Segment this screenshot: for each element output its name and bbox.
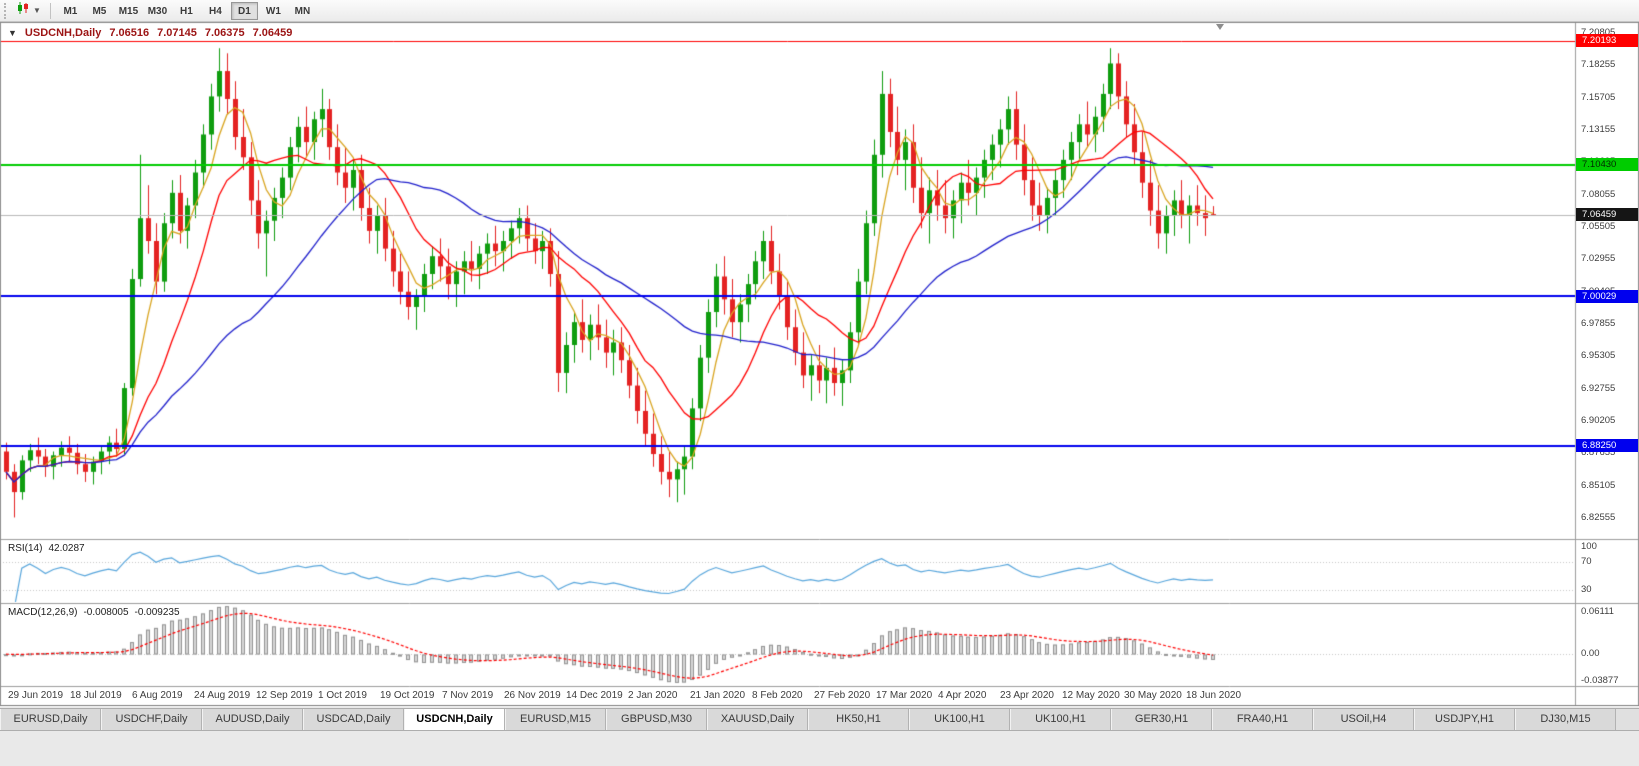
macd-scale-label-top: 0.06111: [1581, 606, 1614, 617]
price-scale-tick: 6.87655: [1581, 447, 1616, 459]
chart-shift-marker[interactable]: [1216, 24, 1224, 30]
price-scale-tick: 6.85105: [1581, 479, 1616, 491]
time-scale-label: 29 Jun 2019: [8, 690, 64, 701]
chart-tab-AUDUSD-Daily[interactable]: AUDUSD,Daily: [202, 709, 303, 730]
chart-window: ▼ USDCNH,Daily 7.06516 7.07145 7.06375 7…: [0, 22, 1639, 706]
time-scale-label: 8 Feb 2020: [752, 690, 803, 701]
chart-tab-USOil-H4[interactable]: USOil,H4: [1313, 709, 1414, 730]
timeframe-button-D1[interactable]: D1: [230, 1, 258, 20]
price-scale-tick: 6.90205: [1581, 415, 1616, 426]
ohlc-close: 7.06459: [252, 27, 293, 39]
time-scale-label: 1 Oct 2019: [318, 690, 367, 701]
time-scale-label: 27 Feb 2020: [814, 690, 871, 701]
time-scale-label: 14 Dec 2019: [566, 690, 623, 701]
timeframe-buttons: M1 M5 M15 M30 H1 H4 D1 W1 MN: [56, 1, 317, 20]
time-scale-label: 26 Nov 2019: [504, 690, 561, 701]
hline-price-tag-7.00029: 7.00029: [1576, 290, 1638, 303]
time-scale-label: 4 Apr 2020: [938, 690, 987, 701]
macd-scale-label-bottom: -0.03877: [1581, 675, 1619, 686]
rsi-name: RSI(14): [8, 543, 43, 554]
time-scale-label: 17 Mar 2020: [876, 690, 933, 701]
price-scale-tick: 6.95305: [1581, 350, 1616, 362]
chart-tab-GBPUSD-M30[interactable]: GBPUSD,M30: [606, 709, 707, 730]
price-scale-tick: 7.20805: [1581, 26, 1616, 38]
ohlc-low: 7.06375: [204, 27, 245, 39]
chart-tab-UK100-H1[interactable]: UK100,H1: [909, 709, 1010, 730]
hline-price-tag-7.10430: 7.10430: [1576, 158, 1638, 171]
rsi-value: 42.0287: [48, 543, 85, 554]
time-scale-label: 18 Jun 2020: [1186, 690, 1242, 701]
time-scale-label: 7 Nov 2019: [442, 690, 494, 701]
bid-price-tag: 7.06459: [1576, 208, 1638, 221]
hline-price-tag-7.20193: 7.20193: [1576, 34, 1638, 47]
chart-tab-GER30-H1[interactable]: GER30,H1: [1111, 709, 1212, 730]
price-scale-tick: 7.18255: [1581, 59, 1616, 71]
chart-tab-USDCHF-Daily[interactable]: USDCHF,Daily: [101, 709, 202, 730]
time-scale-label: 12 May 2020: [1062, 690, 1120, 701]
time-scale-label: 19 Oct 2019: [380, 690, 435, 701]
chart-symbol-period: USDCNH,Daily: [24, 27, 102, 39]
time-scale-label: 2 Jan 2020: [628, 690, 678, 701]
price-scale-tick: 7.15705: [1581, 91, 1616, 103]
timeframe-button-M5[interactable]: M5: [92, 5, 107, 17]
time-scale-label: 18 Jul 2019: [70, 690, 122, 701]
rsi-label: RSI(14) 42.0287: [8, 543, 85, 554]
price-scale[interactable]: 7.208057.182557.157057.131557.106057.080…: [1575, 22, 1639, 706]
time-scale-label: 21 Jan 2020: [690, 690, 746, 701]
candlestick-chart-icon: [16, 1, 31, 20]
macd-scale-label-zero: 0.00: [1581, 648, 1600, 660]
chart-type-button[interactable]: ▼: [12, 2, 45, 20]
timeframe-button-W1[interactable]: W1: [265, 5, 281, 17]
timeframe-button-MN[interactable]: MN: [294, 5, 311, 17]
chart-tab-XAUUSD-Daily[interactable]: XAUUSD,Daily: [707, 709, 808, 730]
timeframe-button-M1[interactable]: M1: [63, 5, 78, 17]
macd-label: MACD(12,26,9) -0.008005 -0.009235: [8, 607, 180, 618]
chart-tab-DJ30-M15[interactable]: DJ30,M15: [1515, 709, 1616, 730]
macd-signal-value: -0.009235: [134, 607, 180, 618]
chart-tab-EURUSD-Daily[interactable]: EURUSD,Daily: [0, 709, 101, 730]
chevron-down-icon: ▼: [33, 6, 41, 15]
chart-title: ▼ USDCNH,Daily 7.06516 7.07145 7.06375 7…: [8, 27, 292, 39]
time-scale-label: 12 Sep 2019: [256, 690, 313, 701]
time-scale-label: 30 May 2020: [1124, 690, 1182, 701]
timeframe-button-H1[interactable]: H1: [180, 5, 193, 17]
hline-price-tag-6.88250: 6.88250: [1576, 439, 1638, 452]
price-scale-tick: 6.97855: [1581, 318, 1616, 329]
chart-tab-UK100-H1[interactable]: UK100,H1: [1010, 709, 1111, 730]
time-scale-label: 24 Aug 2019: [194, 690, 251, 701]
toolbar-separator: [49, 2, 51, 19]
price-chart-canvas[interactable]: [0, 22, 1639, 706]
chart-tab-FRA40-H1[interactable]: FRA40,H1: [1212, 709, 1313, 730]
chart-tab-USDCNH-Daily[interactable]: USDCNH,Daily: [404, 709, 505, 730]
rsi-scale-label: 30: [1581, 583, 1592, 595]
one-click-trading-toggle[interactable]: ▼: [8, 28, 17, 38]
price-scale-tick: 7.02955: [1581, 253, 1616, 265]
macd-name: MACD(12,26,9): [8, 607, 78, 618]
timeframe-button-H4[interactable]: H4: [209, 5, 222, 17]
ohlc-open: 7.06516: [109, 27, 150, 39]
timeframe-button-M30[interactable]: M30: [147, 5, 168, 17]
time-scale-label: 23 Apr 2020: [1000, 690, 1054, 701]
price-scale-tick: 7.08055: [1581, 188, 1616, 200]
rsi-scale-label: 70: [1581, 556, 1592, 568]
macd-main-value: -0.008005: [83, 607, 129, 618]
chart-tabs-bar: EURUSD,Daily USDCHF,Daily AUDUSD,Daily USDC…: [0, 708, 1639, 731]
time-scale[interactable]: 29 Jun 2019 18 Jul 2019 6 Aug 2019 24 Aug 2…: [0, 686, 1575, 706]
rsi-scale-label: 100: [1581, 541, 1597, 552]
price-scale-tick: 7.13155: [1581, 123, 1616, 135]
timeframe-toolbar: ▼ M1 M5 M15 M30 H1 H4 D1 W1 MN: [0, 0, 1639, 22]
price-scale-tick: 7.05505: [1581, 220, 1616, 232]
price-scale-tick: 6.92755: [1581, 382, 1616, 394]
chart-tab-USDJPY-H1[interactable]: USDJPY,H1: [1414, 709, 1515, 730]
ohlc-high: 7.07145: [157, 27, 197, 39]
toolbar-grip[interactable]: [4, 2, 8, 19]
chart-tab-EURUSD-M15[interactable]: EURUSD,M15: [505, 709, 606, 730]
chart-tab-USDCAD-Daily[interactable]: USDCAD,Daily: [303, 709, 404, 730]
price-scale-tick: 6.82555: [1581, 512, 1616, 524]
time-scale-label: 6 Aug 2019: [132, 690, 183, 701]
timeframe-button-M15[interactable]: M15: [118, 5, 139, 17]
chart-tab-HK50-H1[interactable]: HK50,H1: [808, 709, 909, 730]
